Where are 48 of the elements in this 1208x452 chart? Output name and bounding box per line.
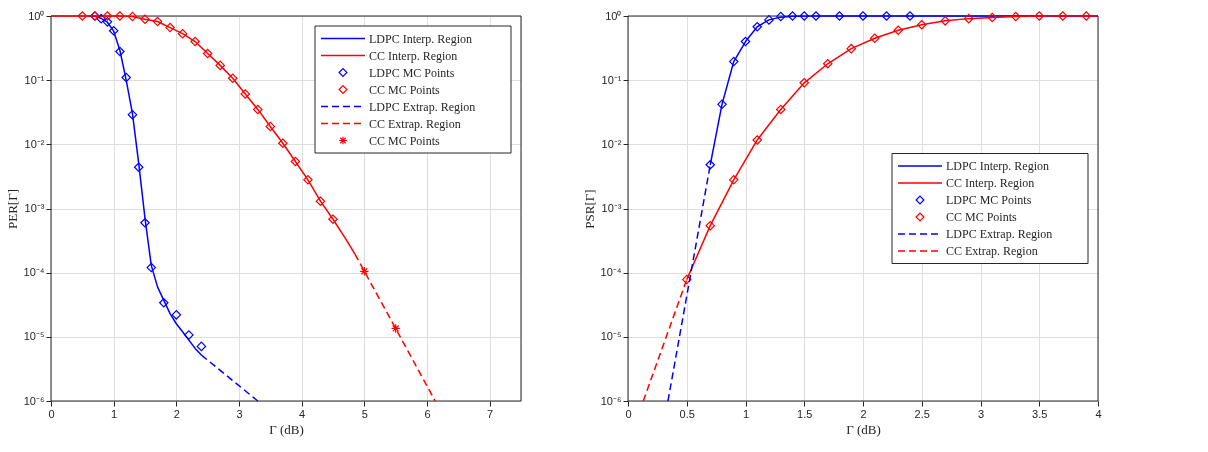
x-tick-label: 4 — [1095, 407, 1102, 420]
legend-label: LDPC Extrap. Region — [369, 99, 476, 114]
y-axis-title: PER[Γ] — [4, 188, 20, 230]
x-tick-label: 7 — [487, 407, 494, 420]
x-tick-label: 6 — [424, 407, 431, 420]
y-tick-label: 10⁻⁴ — [23, 266, 45, 279]
legend-label: CC Extrap. Region — [369, 116, 461, 131]
y-tick-label: 10⁻⁶ — [23, 394, 45, 407]
y-tick-label: 10⁻¹ — [601, 73, 622, 86]
legend-label: CC Extrap. Region — [946, 244, 1038, 258]
x-tick-label: 1.5 — [797, 407, 813, 420]
x-tick-label: 5 — [361, 407, 368, 420]
y-tick-label: 10⁻³ — [601, 202, 622, 214]
x-tick-label: 3.5 — [1032, 407, 1048, 420]
x-tick-label: 1 — [742, 407, 750, 420]
legend-label: CC Interp. Region — [369, 48, 458, 63]
y-tick-label: 10⁻⁴ — [600, 266, 622, 279]
legend-label: LDPC Interp. Region — [369, 31, 472, 46]
x-tick-label: 1 — [111, 407, 118, 420]
y-tick-label: 10⁻⁶ — [600, 394, 622, 407]
legend-label: LDPC Interp. Region — [946, 159, 1049, 173]
y-tick-label: 10⁻⁵ — [23, 330, 45, 343]
x-tick-label: 3 — [977, 407, 985, 420]
x-axis-title: Γ (dB) — [269, 421, 304, 437]
y-tick-label: 10⁻² — [601, 137, 622, 150]
legend-label: CC MC Points — [946, 210, 1018, 224]
y-tick-label: 10⁻² — [24, 137, 45, 150]
x-tick-label: 3 — [236, 407, 243, 420]
legend-label: CC Interp. Region — [946, 176, 1035, 190]
x-tick-label: 0.5 — [679, 407, 695, 420]
legend-label: LDPC MC Points — [369, 65, 455, 80]
x-tick-label: 4 — [299, 407, 306, 420]
y-tick-label: 10⁻⁵ — [600, 330, 622, 343]
y-tick-label: 10⁰ — [605, 9, 622, 22]
legend-label: CC MC Points — [369, 133, 441, 148]
legend-label: CC MC Points — [369, 82, 441, 97]
y-tick-label: 10⁻¹ — [24, 73, 45, 86]
x-tick-label: 2.5 — [914, 407, 930, 420]
y-tick-label: 10⁰ — [28, 9, 45, 22]
x-tick-label: 0 — [625, 407, 632, 420]
y-tick-label: 10⁻³ — [24, 202, 45, 214]
x-tick-label: 0 — [48, 407, 55, 420]
legend-label: LDPC Extrap. Region — [946, 227, 1053, 241]
x-tick-label: 2 — [860, 407, 867, 420]
y-axis-title: PSR[Γ] — [581, 189, 597, 229]
x-axis-title: Γ (dB) — [846, 421, 881, 437]
x-tick-label: 2 — [173, 407, 180, 420]
legend-label: LDPC MC Points — [946, 193, 1032, 207]
